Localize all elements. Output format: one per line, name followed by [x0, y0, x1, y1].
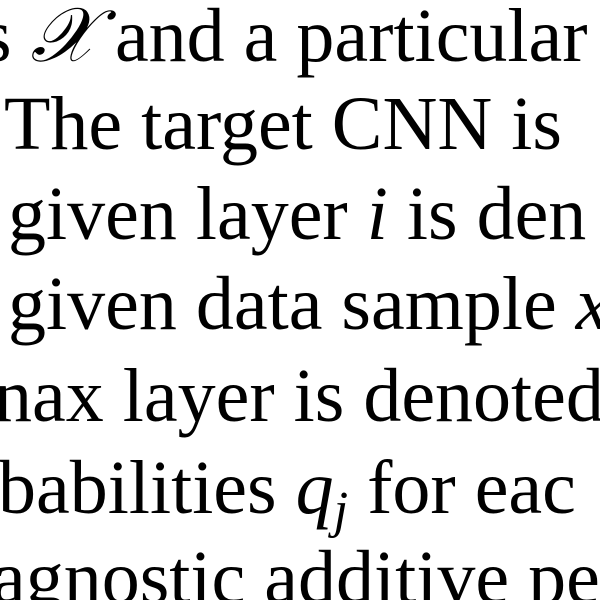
- math-symbol: i: [366, 172, 388, 256]
- text: The target CNN is: [4, 82, 562, 166]
- text-line: given data sample x: [8, 266, 600, 342]
- math-symbol: 𝒳: [30, 0, 96, 78]
- text: and a particular: [95, 0, 588, 78]
- text: s: [0, 0, 31, 78]
- text: agnostic additive pe: [0, 536, 600, 600]
- text: for eac: [348, 446, 576, 530]
- text: given data sample: [8, 262, 576, 346]
- math-symbol: q: [295, 446, 334, 530]
- text: given layer: [8, 172, 367, 256]
- text-line: nax layer is denoted: [0, 358, 600, 434]
- math-subscript: j: [333, 482, 349, 539]
- text-line: agnostic additive pe: [0, 540, 600, 600]
- text-line: The target CNN is: [4, 86, 562, 162]
- text: is den: [387, 172, 587, 256]
- text-line: given layer i is den: [8, 176, 586, 252]
- text: babilities: [0, 446, 296, 530]
- math-symbol: x: [576, 262, 600, 346]
- text-line: babilities qj for eac: [0, 450, 576, 537]
- text: nax layer is denoted: [0, 354, 600, 438]
- text-line: s 𝒳 and a particular: [0, 0, 588, 74]
